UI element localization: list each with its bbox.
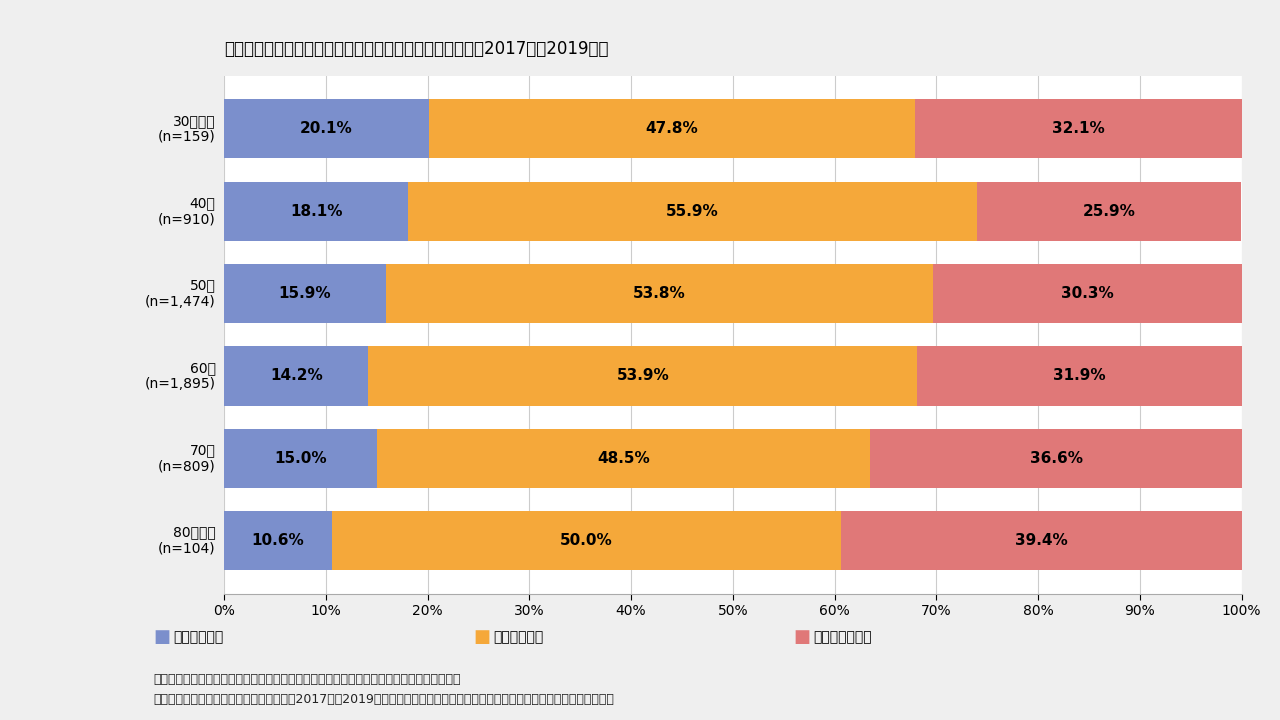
Text: 31.9%: 31.9% xyxy=(1053,369,1106,384)
Bar xyxy=(224,511,332,570)
Text: 53.9%: 53.9% xyxy=(617,369,669,384)
Text: 10.6%: 10.6% xyxy=(252,534,305,548)
Text: 39.4%: 39.4% xyxy=(1015,534,1068,548)
Bar xyxy=(408,181,977,241)
Bar xyxy=(933,264,1242,323)
Text: 30.3%: 30.3% xyxy=(1061,286,1114,301)
Bar xyxy=(916,346,1242,405)
Bar xyxy=(376,428,870,488)
Text: 55.9%: 55.9% xyxy=(666,204,719,219)
Text: 15.9%: 15.9% xyxy=(279,286,332,301)
Text: 18.1%: 18.1% xyxy=(289,204,342,219)
Text: ある程度実施: ある程度実施 xyxy=(493,630,543,644)
Bar xyxy=(224,99,429,158)
Bar xyxy=(224,346,369,405)
Bar xyxy=(385,264,933,323)
Text: 32.1%: 32.1% xyxy=(1052,122,1105,136)
Text: 50.0%: 50.0% xyxy=(559,534,613,548)
Text: （注）新型コロナウイルス感染症流行前（2017年～2019年）の設備投資（維持・更新除く）の実施状況について確認したもの。: （注）新型コロナウイルス感染症流行前（2017年～2019年）の設備投資（維持・… xyxy=(154,693,614,706)
Text: 積極的に実施: 積極的に実施 xyxy=(173,630,223,644)
Text: 資料：（株）東京商工リサーチ「中小企業の財務・経営及び事業承継に関するアンケート」: 資料：（株）東京商工リサーチ「中小企業の財務・経営及び事業承継に関するアンケート… xyxy=(154,673,461,686)
Text: ■: ■ xyxy=(154,628,170,647)
Text: ■: ■ xyxy=(794,628,810,647)
Bar xyxy=(224,264,385,323)
Text: 53.8%: 53.8% xyxy=(634,286,686,301)
Bar xyxy=(870,428,1243,488)
Text: 36.6%: 36.6% xyxy=(1030,451,1083,466)
Text: ■: ■ xyxy=(474,628,490,647)
Bar xyxy=(224,181,408,241)
Bar xyxy=(332,511,841,570)
Bar xyxy=(841,511,1242,570)
Bar xyxy=(915,99,1242,158)
Bar xyxy=(224,428,376,488)
Text: 20.1%: 20.1% xyxy=(300,122,353,136)
Text: 経営者年齢別、設備投資（維持・更新除く）の実施状況（2017年～2019年）: 経営者年齢別、設備投資（維持・更新除く）の実施状況（2017年～2019年） xyxy=(224,40,608,58)
Text: 14.2%: 14.2% xyxy=(270,369,323,384)
Text: 実施していない: 実施していない xyxy=(813,630,872,644)
Text: 15.0%: 15.0% xyxy=(274,451,326,466)
Text: 47.8%: 47.8% xyxy=(645,122,698,136)
Bar xyxy=(369,346,916,405)
Bar xyxy=(977,181,1240,241)
Text: 48.5%: 48.5% xyxy=(596,451,650,466)
Bar xyxy=(429,99,915,158)
Text: 25.9%: 25.9% xyxy=(1083,204,1135,219)
